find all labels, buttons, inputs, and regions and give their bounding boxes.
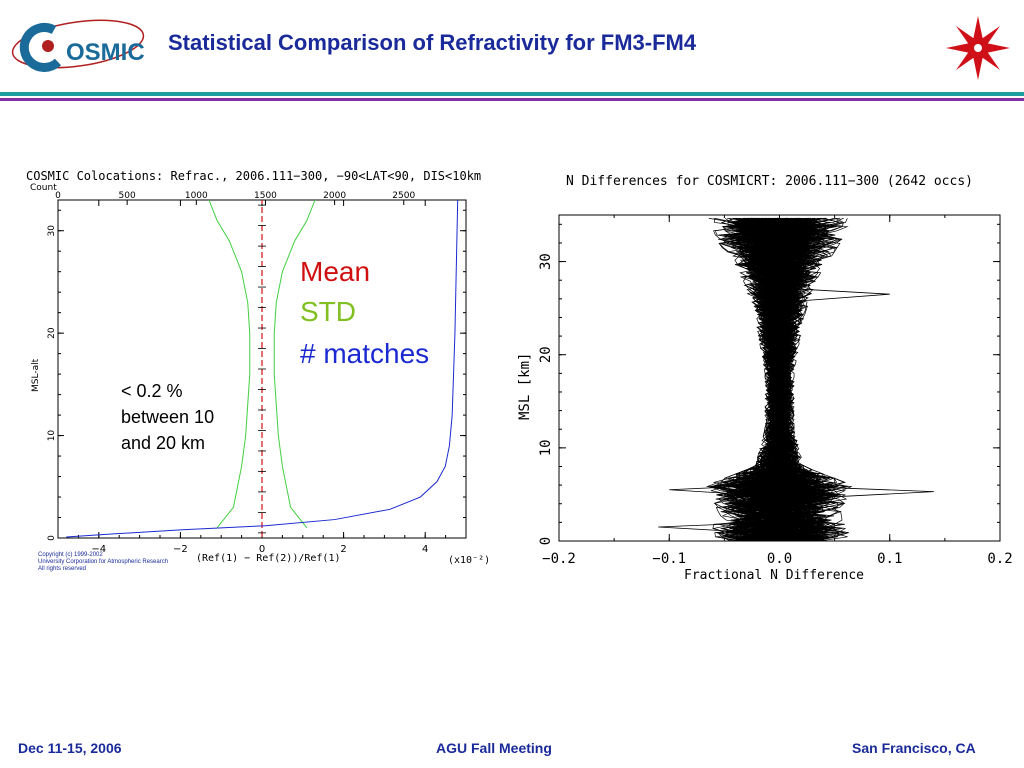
cosmic-logo: OSMIC (11, 19, 145, 72)
right-series (658, 217, 934, 541)
left-ytick-label: 0 (47, 535, 57, 541)
annotation-line-1: < 0.2 % (121, 381, 183, 401)
legend-std: STD (300, 296, 356, 327)
slide-title: Statistical Comparison of Refractivity f… (168, 30, 697, 55)
profile-line (761, 217, 844, 541)
left-toptick-label: 1500 (254, 191, 277, 201)
right-ytick-label: 20 (538, 346, 554, 363)
right-chart: N Differences for COSMICRT: 2006.111−300… (517, 174, 1013, 583)
outlier-line (669, 483, 791, 498)
annotation-line-2: between 10 (121, 407, 215, 427)
left-ytick-label: 10 (47, 430, 57, 442)
right-xlabel: Fractional N Difference (684, 568, 864, 583)
left-chart: COSMIC Colocations: Refrac., 2006.111−30… (26, 169, 490, 566)
outlier-line (790, 288, 890, 303)
legend-mean: Mean (300, 256, 371, 287)
left-series (66, 199, 459, 538)
footer-event: AGU Fall Meeting (436, 740, 552, 756)
profile-line (723, 217, 826, 541)
matches-line (66, 199, 459, 538)
outlier-line (658, 521, 791, 535)
left-xtick-label: 0 (259, 544, 265, 555)
left-toptick-label: 1000 (185, 191, 208, 201)
left-top-axis-label: Count (30, 183, 57, 193)
svg-text:OSMIC: OSMIC (66, 39, 145, 66)
right-ytick-label: 0 (538, 537, 554, 545)
annotation-line-3: and 20 km (121, 433, 206, 453)
copyright-line-2: University Corporation for Atmospheric R… (38, 559, 169, 565)
left-xtick-label: 4 (422, 544, 428, 555)
right-xtick-label: 0.0 (767, 551, 792, 567)
star-emblem-icon (946, 16, 1010, 80)
left-x-scale-label: (x10⁻²) (448, 555, 490, 566)
copyright-line-1: Copyright (c) 1999-2002 (38, 552, 103, 558)
legend-matches: # matches (300, 338, 430, 369)
copyright-line-3: All rights reserved (38, 566, 87, 572)
left-toptick-label: 500 (119, 191, 136, 201)
left-toptick-label: 2000 (323, 191, 346, 201)
profile-lines (658, 217, 934, 541)
left-ytick-label: 30 (47, 225, 57, 237)
annotation-text: < 0.2 % between 10 and 20 km (121, 378, 214, 456)
left-xtick-label: −2 (173, 544, 188, 555)
header-rule-teal (0, 92, 1024, 96)
profile-line (732, 217, 815, 541)
left-toptick-label: 0 (55, 191, 61, 201)
left-xlabel: (Ref(1) − Ref(2))/Ref(1) (196, 553, 341, 564)
header-rule-purple (0, 98, 1024, 101)
right-xtick-label: −0.1 (652, 551, 686, 567)
left-ticks: −4 −2 0 2 4 0 500 1000 1500 2000 2500 0 10 20 30 (47, 191, 467, 555)
right-xtick-label: 0.1 (877, 551, 902, 567)
right-ytick-label: 10 (538, 439, 554, 456)
left-xtick-label: −4 (91, 544, 106, 555)
std-left-line (208, 199, 251, 529)
copyright-notice: Copyright (c) 1999-2002 University Corpo… (38, 552, 168, 573)
profile-line (713, 217, 798, 541)
right-ytick-label: 30 (538, 253, 554, 270)
profile-line (723, 217, 813, 541)
right-xtick-label: 0.2 (987, 551, 1012, 567)
left-ytick-label: 20 (47, 327, 57, 339)
footer-location: San Francisco, CA (852, 740, 976, 756)
right-ylabel: MSL [km] (517, 353, 533, 420)
left-ylabel: MSL-alt (31, 358, 41, 392)
right-ticks: −0.2 −0.1 0.0 0.1 0.2 0 10 20 30 (538, 215, 1013, 567)
footer-date: Dec 11-15, 2006 (18, 740, 122, 756)
std-right-line (273, 199, 316, 529)
left-chart-title: COSMIC Colocations: Refrac., 2006.111−30… (26, 169, 481, 183)
outlier-line (790, 485, 934, 500)
right-xtick-label: −0.2 (542, 551, 576, 567)
left-xtick-label: 2 (340, 544, 346, 555)
left-toptick-label: 2500 (392, 191, 415, 201)
right-chart-title: N Differences for COSMICRT: 2006.111−300… (566, 174, 973, 189)
